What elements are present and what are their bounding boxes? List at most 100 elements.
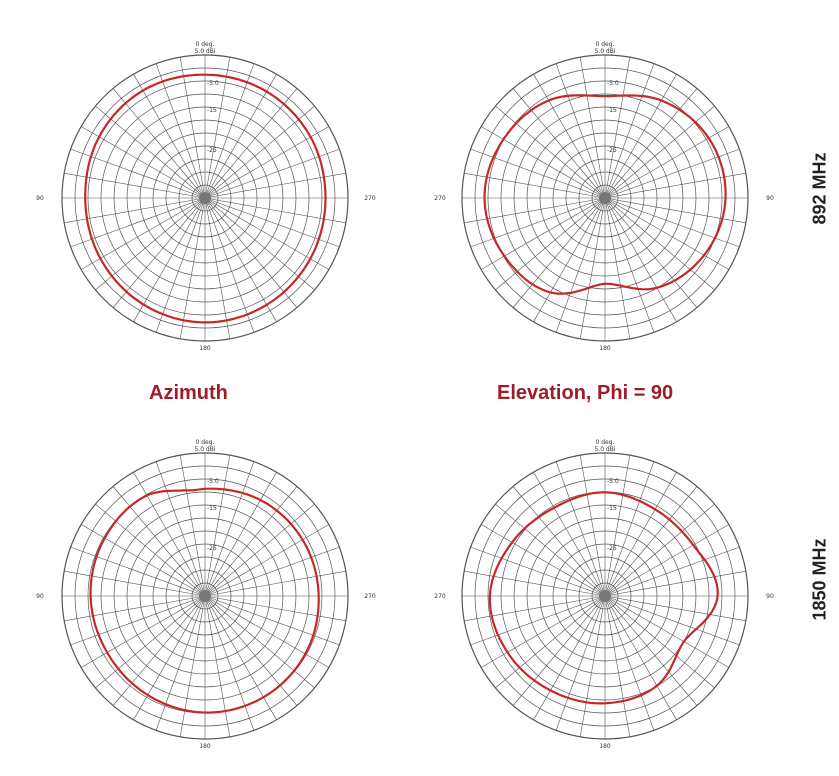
grid-spoke — [512, 486, 606, 597]
radiation-pattern-trace — [84, 73, 327, 324]
grid-spoke — [604, 461, 655, 597]
grid-spoke — [604, 74, 677, 199]
elevation-heading: Elevation, Phi = 90 — [497, 382, 674, 404]
grid-spoke — [604, 197, 715, 291]
grid-spoke — [70, 546, 206, 597]
grid-spoke — [155, 595, 206, 731]
grid-spoke — [204, 57, 231, 199]
grid-spoke — [495, 595, 606, 689]
grid-spoke — [464, 570, 606, 597]
grid-spoke — [204, 524, 329, 597]
grid-spoke — [204, 148, 340, 199]
grid-spoke — [604, 595, 729, 668]
radiation-pattern-trace — [488, 491, 719, 705]
angle-label-right: 270 — [364, 593, 376, 600]
grid-spoke — [204, 197, 298, 308]
grid-spoke — [555, 595, 606, 731]
grid-spoke — [604, 57, 631, 199]
grid-spoke — [481, 126, 606, 199]
grid-spoke — [579, 455, 606, 597]
grid-spoke — [204, 595, 329, 668]
grid-spoke — [112, 595, 206, 706]
grid-spoke — [81, 524, 206, 597]
scale-label-top: 5.0 dBi — [194, 48, 215, 55]
grid-spoke — [604, 197, 729, 270]
grid-spoke — [204, 595, 315, 689]
grid-spoke — [95, 503, 206, 597]
grid-spoke — [204, 197, 340, 248]
grid-spoke — [604, 595, 655, 731]
ring-label: -25 — [607, 147, 617, 154]
grid-spoke — [204, 546, 340, 597]
grid-spoke — [204, 486, 298, 597]
grid-spoke — [204, 503, 315, 597]
grid-spoke — [579, 197, 606, 339]
grid-spoke — [179, 57, 206, 199]
polar-plot-4: 0 deg.5.0 dBi -5.0 -15 -25 180 270 90 — [434, 439, 774, 750]
grid-spoke — [604, 197, 677, 322]
ring-label: -25 — [207, 147, 217, 154]
grid-spoke — [204, 455, 231, 597]
grid-spoke — [204, 461, 255, 597]
grid-spoke — [204, 88, 298, 199]
grid-spoke — [112, 486, 206, 597]
grid-spoke — [512, 595, 606, 706]
grid-spoke — [604, 197, 655, 333]
grid-spoke — [495, 197, 606, 291]
angle-label-180: 180 — [199, 743, 211, 750]
grid-spoke — [155, 63, 206, 199]
angle-label-left: 90 — [36, 195, 44, 202]
grid-spoke — [604, 595, 698, 706]
grid-spoke — [604, 595, 631, 737]
ring-label: -15 — [207, 107, 217, 114]
grid-spoke — [495, 503, 606, 597]
grid-spoke — [604, 595, 715, 689]
grid-spoke — [470, 546, 606, 597]
grid-spoke — [64, 570, 206, 597]
angle-label-180: 180 — [599, 345, 611, 352]
grid-spoke — [95, 595, 206, 689]
grid-spoke — [81, 595, 206, 668]
grid-spoke — [204, 197, 277, 322]
grid-spoke — [604, 197, 631, 339]
angle-label-right: 90 — [766, 593, 774, 600]
grid-spoke — [81, 197, 206, 270]
scale-label-top: 5.0 dBi — [194, 446, 215, 453]
grid-spoke — [204, 595, 277, 720]
grid-spoke — [579, 57, 606, 199]
angle-label-180: 180 — [199, 345, 211, 352]
polar-plot-1: 0 deg.5.0 dBi -5.0 -15 -25 180 90 270 — [36, 41, 376, 352]
polar-plot-2: 0 deg.5.0 dBi -5.0 -15 -25 180 270 90 — [434, 41, 774, 352]
grid-spoke — [555, 197, 606, 333]
azimuth-heading: Azimuth — [149, 382, 228, 404]
grid-spoke — [533, 472, 606, 597]
grid-spoke — [179, 595, 206, 737]
radiation-pattern-trace — [89, 487, 320, 714]
center-hub — [599, 192, 611, 204]
grid-spoke — [555, 63, 606, 199]
grid-spoke — [204, 197, 255, 333]
grid-spoke — [204, 63, 255, 199]
grid-spoke — [155, 197, 206, 333]
angle-label-right: 270 — [364, 195, 376, 202]
grid-spoke — [81, 126, 206, 199]
grid-spoke — [204, 197, 329, 270]
grid-spoke — [464, 595, 606, 622]
grid-spoke — [604, 455, 631, 597]
ring-label: -25 — [207, 545, 217, 552]
grid-spoke — [204, 595, 231, 737]
grid-spoke — [70, 148, 206, 199]
grid-spoke — [604, 595, 740, 646]
polar-plot-3: 0 deg.5.0 dBi -5.0 -15 -25 180 90 270 — [36, 439, 376, 750]
ring-label: -5.0 — [207, 478, 219, 485]
angle-label-180: 180 — [599, 743, 611, 750]
radiation-pattern-trace — [483, 94, 727, 295]
angle-label-0: 0 deg. — [596, 41, 615, 48]
center-hub — [199, 192, 211, 204]
grid-spoke — [604, 486, 698, 597]
angle-label-left: 90 — [36, 593, 44, 600]
angle-label-0: 0 deg. — [196, 41, 215, 48]
grid-spoke — [604, 524, 729, 597]
grid-spoke — [604, 172, 746, 199]
frequency-label-1850: 1850 MHz — [809, 538, 830, 621]
